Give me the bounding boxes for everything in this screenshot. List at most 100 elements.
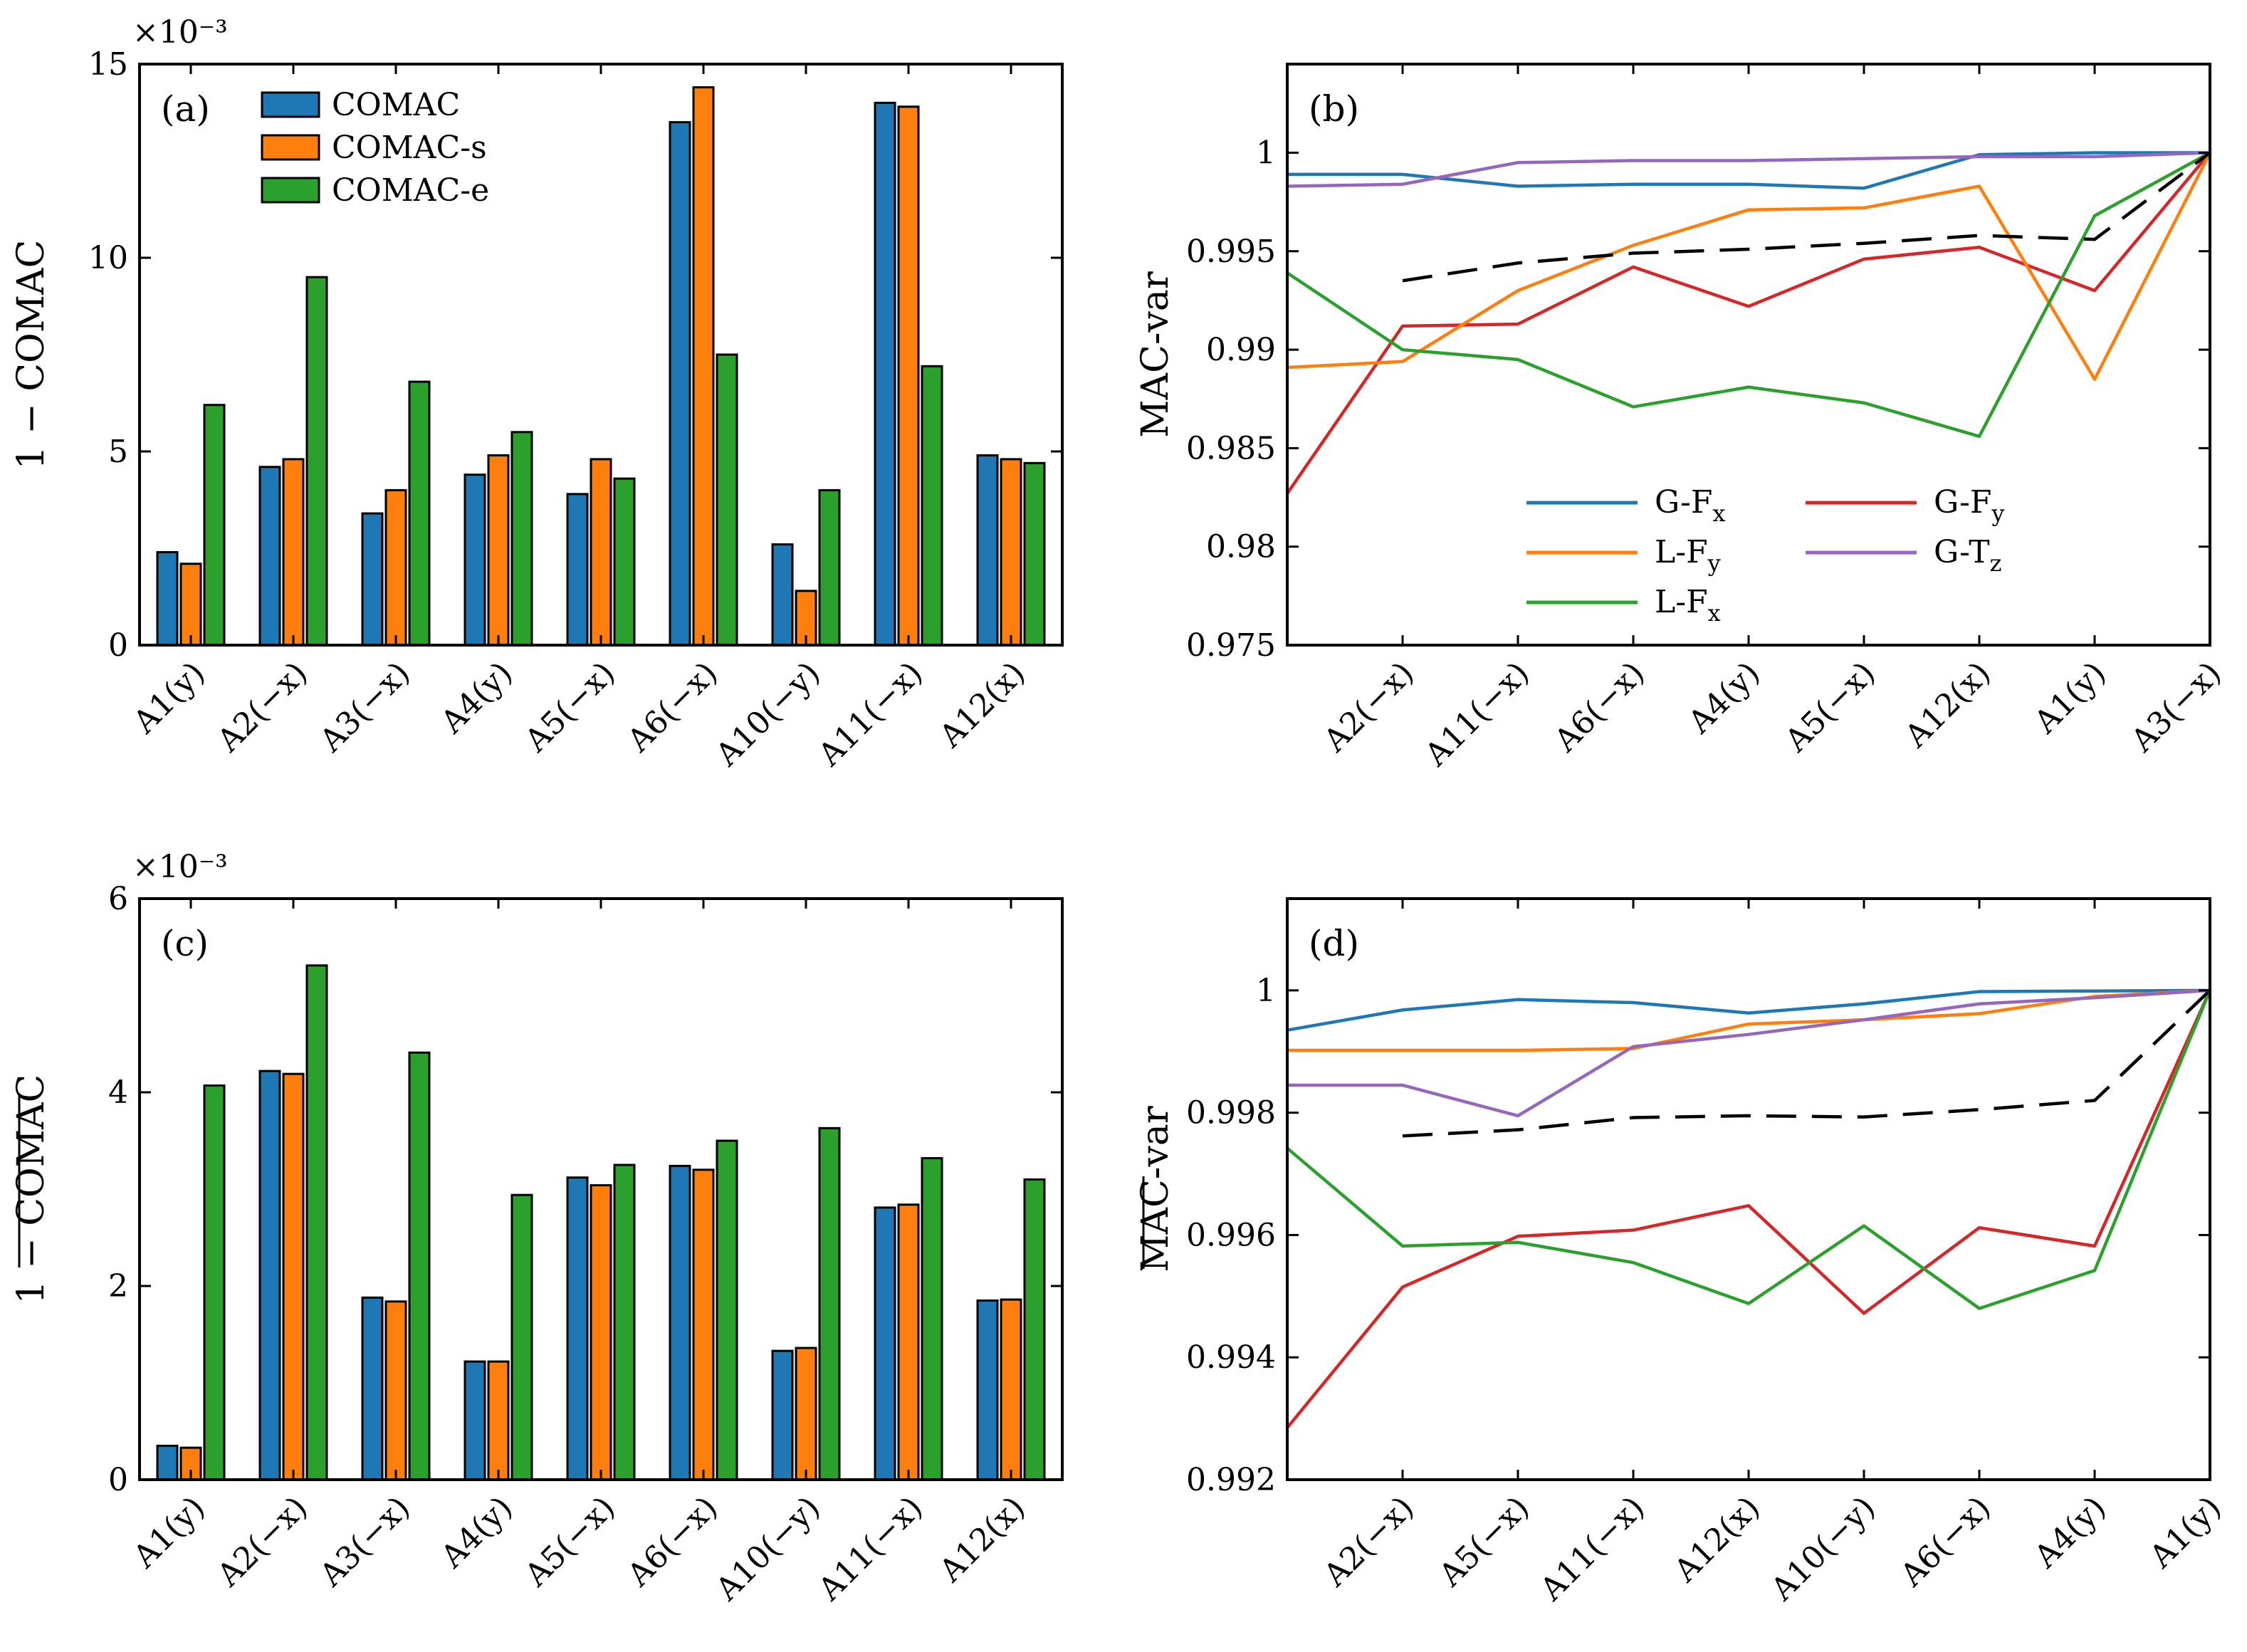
bar-a-comac-e-2	[408, 380, 431, 647]
panel-label-d: (d)	[1309, 923, 1359, 964]
legend-label-subscript: y	[1707, 550, 1721, 577]
panel-label-b: (b)	[1309, 88, 1359, 130]
legend-label-main: L-F	[1655, 534, 1708, 570]
bar-c-comac-5	[669, 1164, 691, 1481]
bar-a-comac-2	[361, 512, 384, 647]
bar-a-comac-8	[976, 454, 999, 647]
ytick-label-a-0: 0	[108, 627, 128, 664]
legend-label-subscript: z	[1990, 550, 2002, 577]
bar-c-comac-3	[463, 1360, 486, 1481]
ytick-label-c-1: 2	[108, 1268, 128, 1305]
legend-label-comac-s: COMAC-s	[332, 130, 487, 166]
ytick-label-d-0: 0.992	[1186, 1462, 1276, 1498]
series-line-b-g-f-y	[1286, 152, 2211, 495]
bar-a-comac-s-3	[487, 454, 510, 647]
legend-label-l-f-y: L-Fy	[1655, 534, 1721, 577]
bar-a-comac-4	[566, 493, 589, 647]
bar-c-comac-1	[258, 1070, 281, 1481]
bar-a-comac-3	[463, 474, 486, 647]
bar-c-comac-8	[976, 1299, 999, 1481]
bar-a-comac-s-2	[384, 488, 407, 647]
ytick-label-c-2: 4	[108, 1075, 128, 1111]
ytick-label-d-2: 0.996	[1186, 1217, 1276, 1253]
bar-a-comac-e-7	[921, 365, 943, 647]
bar-c-comac-s-6	[795, 1347, 817, 1481]
bar-a-comac-6	[771, 543, 794, 647]
bar-c-comac-7	[874, 1206, 896, 1481]
bar-c-comac-0	[156, 1444, 179, 1481]
bar-a-comac-s-0	[179, 563, 202, 647]
bar-c-comac-s-8	[1000, 1298, 1022, 1481]
bar-c-comac-e-2	[408, 1051, 431, 1481]
bar-a-comac-s-4	[590, 458, 612, 647]
series-line-d-g-f-x	[1287, 988, 2211, 1032]
bar-a-comac-s-8	[1000, 458, 1022, 647]
legend-label-g-t-z: G-Tz	[1934, 534, 2001, 577]
bar-a-comac-s-5	[692, 86, 715, 647]
legend-label-main: G-T	[1934, 534, 1990, 570]
bar-c-comac-s-7	[897, 1203, 920, 1481]
bar-c-comac-e-0	[203, 1084, 226, 1481]
legend-label-subscript: y	[1991, 500, 2004, 527]
y-axis-label-b: MAC-var	[1134, 271, 1177, 438]
bar-a-comac-0	[156, 550, 179, 647]
bar-c-comac-2	[361, 1296, 384, 1481]
bar-c-comac-e-7	[921, 1156, 943, 1481]
legend-label-l-f-x: L-Fx	[1655, 584, 1721, 627]
ytick-label-b-2: 0.985	[1186, 430, 1276, 466]
bar-a-comac-e-1	[305, 276, 328, 647]
bar-a-comac-e-6	[818, 488, 841, 647]
series-line-d-g-f-y	[1286, 989, 2212, 1429]
ytick-label-a-3: 15	[88, 46, 128, 83]
bar-c-comac-6	[771, 1349, 794, 1481]
ytick-label-b-3: 0.99	[1206, 332, 1276, 368]
ytick-label-a-1: 5	[108, 434, 128, 470]
legend-label-comac: COMAC	[332, 87, 460, 123]
bar-c-comac-s-2	[384, 1300, 407, 1481]
ytick-label-d-1: 0.994	[1186, 1339, 1276, 1376]
bar-c-comac-s-1	[282, 1072, 305, 1481]
series-line-d-g-t-z	[1287, 988, 2211, 1118]
sci-multiplier-c: ×10⁻³	[132, 849, 228, 885]
ytick-label-b-4: 0.995	[1186, 234, 1276, 270]
bar-a-comac-s-1	[282, 458, 305, 647]
bar-a-comac-e-3	[510, 431, 533, 647]
y-axis-label-c: 1 − COMAC	[10, 1075, 53, 1305]
ytick-label-b-0: 0.975	[1186, 627, 1276, 664]
bar-a-comac-e-8	[1023, 461, 1046, 647]
ytick-label-d-4: 1	[1256, 973, 1276, 1009]
bar-c-comac-s-5	[692, 1169, 715, 1481]
bar-c-comac-e-3	[510, 1193, 533, 1481]
ytick-label-d-3: 0.998	[1186, 1095, 1276, 1131]
legend-swatch-comac-s	[261, 134, 320, 161]
series-line-b-l-f-y	[1287, 152, 2212, 381]
bar-a-comac-7	[874, 101, 896, 647]
bar-c-comac-e-6	[818, 1126, 841, 1481]
series-line-d-l-f-x	[1286, 989, 2212, 1310]
y-axis-label-a: 1 − COMAC	[10, 240, 53, 470]
series-line-b-l-f-x	[1286, 151, 2211, 439]
bar-c-comac-s-4	[590, 1184, 612, 1481]
bar-c-comac-s-3	[487, 1360, 510, 1481]
bar-c-comac-e-4	[613, 1164, 636, 1481]
panel-label-a: (a)	[161, 88, 210, 130]
bar-a-comac-s-7	[897, 105, 920, 647]
legend-label-subscript: x	[1712, 500, 1725, 527]
bar-c-comac-e-8	[1023, 1178, 1046, 1481]
bar-c-comac-e-1	[305, 964, 328, 1481]
legend-swatch-comac-e	[261, 177, 320, 204]
sci-multiplier-a: ×10⁻³	[132, 14, 228, 51]
bar-a-comac-e-4	[613, 477, 636, 647]
legend-label-g-f-y: G-Fy	[1934, 484, 2004, 527]
legend-label-g-f-x: G-Fx	[1655, 484, 1725, 527]
ytick-label-b-5: 1	[1256, 135, 1276, 171]
series-line-b-g-t-z	[1287, 151, 2211, 188]
y-axis-label-d: MAC-var	[1134, 1106, 1177, 1272]
ytick-label-b-1: 0.98	[1206, 529, 1276, 565]
panel-label-c: (c)	[161, 923, 209, 964]
ytick-label-a-2: 10	[88, 240, 128, 276]
bar-a-comac-5	[669, 121, 691, 647]
legend-label-main: G-F	[1934, 484, 1991, 521]
